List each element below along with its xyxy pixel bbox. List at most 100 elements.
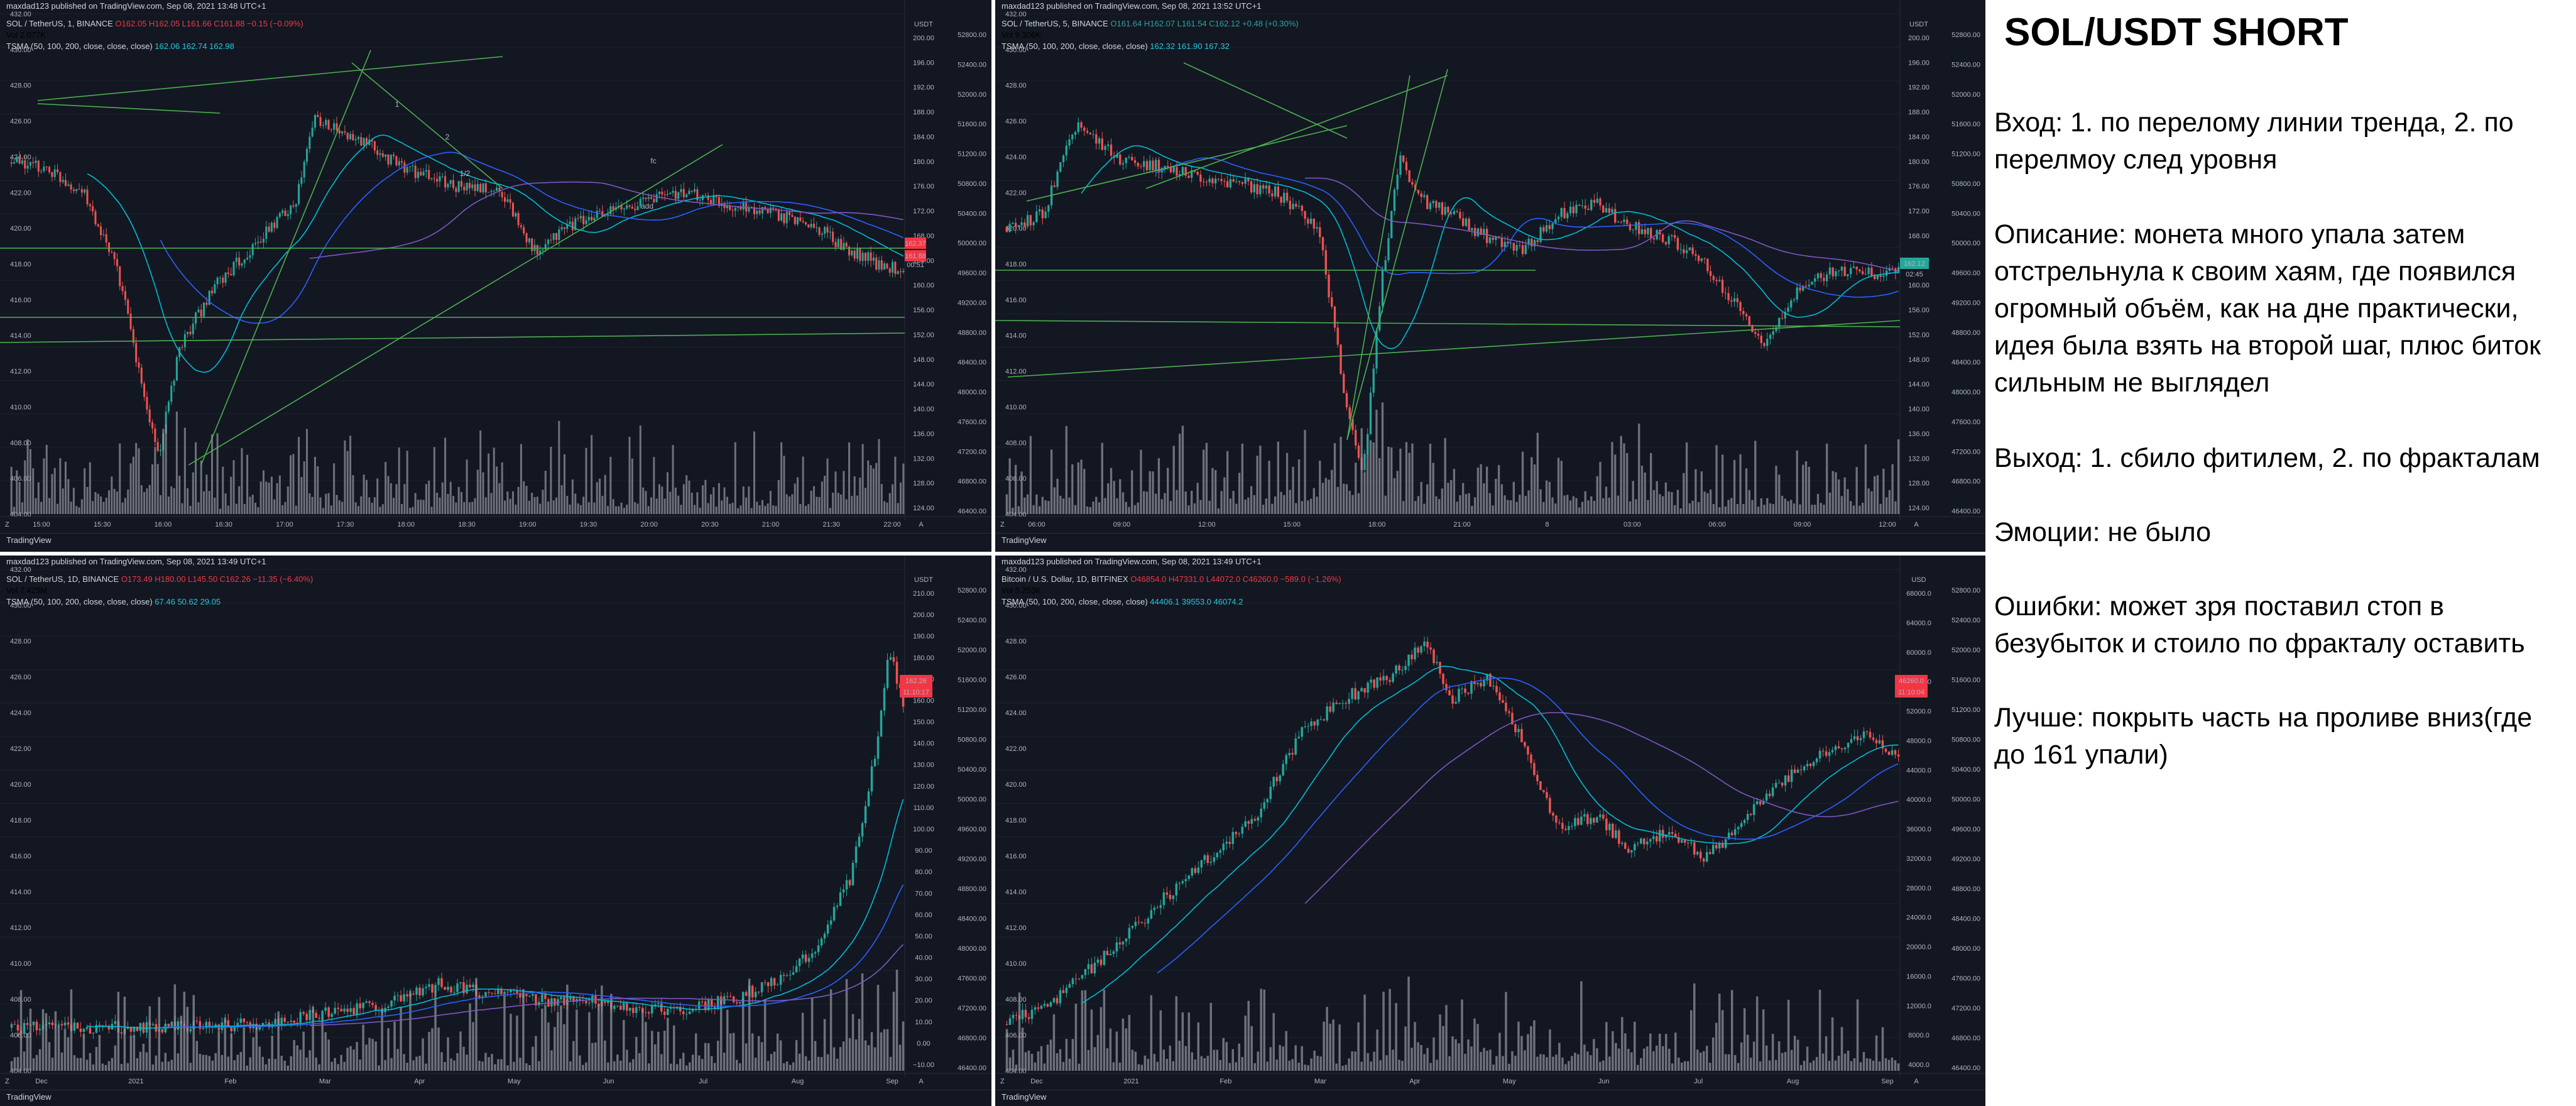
volume-legend[interactable]: Vol 9.306K: [1001, 30, 1041, 40]
volume-bar: [848, 1038, 851, 1071]
chart-canvas[interactable]: 432.00430.00428.00426.00424.00422.00420.…: [0, 0, 991, 552]
candle-body: [1599, 814, 1602, 818]
candle-body: [1519, 245, 1521, 246]
tradingview-logo[interactable]: TradingView: [1001, 535, 1047, 545]
volume-bar: [236, 1054, 239, 1071]
candle-body: [303, 162, 305, 178]
volume-bar: [842, 1041, 845, 1071]
chart-panel-sol-5m[interactable]: 432.00 430.00 428.00 426.00 424.00 422.00 420.…: [995, 0, 1985, 552]
candle-body: [1071, 978, 1074, 985]
candle-body: [1552, 813, 1554, 816]
candle-body: [431, 984, 434, 993]
candle-body: [1626, 219, 1629, 224]
chart-panel-sol-1m[interactable]: 432.00 430.00 428.00 426.00 424.00 422.00 420.…: [0, 0, 991, 552]
candle-body: [1583, 814, 1586, 817]
price-axis-tick: 10.00: [915, 1019, 932, 1026]
candle-body: [560, 997, 562, 999]
candle-body: [371, 140, 373, 141]
candle-body: [1222, 843, 1225, 851]
volume-bar: [1119, 479, 1122, 514]
candle-body: [346, 133, 349, 140]
candle-body: [276, 217, 278, 228]
candle-body: [504, 197, 506, 202]
volume-bar: [898, 1044, 902, 1071]
tradingview-logo[interactable]: TradingView: [1001, 1092, 1047, 1102]
volume-bar: [452, 496, 455, 514]
candle-body: [1771, 787, 1774, 796]
tsma-legend[interactable]: TSMA (50, 100, 200, close, close, close)…: [1001, 41, 1230, 51]
tradingview-logo[interactable]: TradingView: [6, 1092, 52, 1102]
volume-bar: [315, 1057, 317, 1071]
candle-body: [133, 1027, 136, 1032]
volume-bar: [653, 457, 655, 514]
candle-body: [628, 205, 631, 207]
candle-body: [674, 190, 677, 199]
volume-bar: [349, 435, 352, 514]
symbol-name[interactable]: SOL / TetherUS, 5, BINANCE: [1001, 19, 1108, 28]
left-axis-tick: 426.00: [1005, 674, 1027, 681]
chart-canvas[interactable]: 432.00430.00428.00426.00424.00422.00420.…: [995, 0, 1985, 552]
candle-body: [767, 209, 769, 213]
volume-bar: [406, 451, 408, 514]
candle-body: [1448, 690, 1451, 696]
tsma-legend[interactable]: TSMA (50, 100, 200, close, close, close)…: [1001, 597, 1243, 606]
volume-bar: [1718, 994, 1721, 1071]
candle-body: [1083, 128, 1086, 131]
candle-body: [1367, 682, 1369, 693]
candle-body: [612, 206, 614, 210]
volume-bar: [1034, 1062, 1037, 1071]
volume-legend[interactable]: Vol 7.429M: [6, 586, 48, 595]
candle-body: [1451, 695, 1454, 704]
tsma-legend[interactable]: TSMA (50, 100, 200, close, close, close)…: [6, 597, 221, 606]
volume-bar: [801, 1012, 804, 1071]
volume-bar: [731, 503, 734, 514]
tradingview-logo[interactable]: TradingView: [6, 535, 52, 545]
symbol-name[interactable]: SOL / TetherUS, 1D, BINANCE: [6, 574, 119, 584]
tsma-legend[interactable]: TSMA (50, 100, 200, close, close, close)…: [6, 41, 234, 51]
volume-bar: [552, 500, 555, 514]
candle-body: [532, 994, 534, 996]
volume-bar: [1041, 496, 1044, 514]
candle-body: [1253, 819, 1256, 821]
secondary-axis-tick: 49200.00: [958, 299, 986, 307]
candle-body: [1804, 286, 1808, 287]
volume-bar: [620, 502, 623, 514]
chart-canvas[interactable]: 432.00430.00428.00426.00424.00422.00420.…: [995, 556, 1985, 1106]
candle-body: [1495, 686, 1498, 693]
candle-body: [208, 1022, 211, 1028]
secondary-axis-tick: 47200.00: [958, 448, 986, 456]
volume-bar: [764, 506, 767, 514]
volume-bar: [493, 447, 495, 514]
volume-bar: [140, 485, 143, 514]
candle-body: [851, 250, 853, 256]
candle-body: [408, 166, 411, 167]
candle-body: [1787, 307, 1789, 312]
volume-legend[interactable]: Vol 2.077K: [6, 30, 46, 40]
volume-bar: [522, 988, 525, 1071]
candle-body: [1569, 206, 1572, 214]
candle-body: [1304, 726, 1306, 728]
candle-body: [16, 156, 18, 163]
candle-body: [1074, 132, 1077, 135]
chart-panel-btc-1d[interactable]: 432.00 430.00 428.00 426.00 424.00 422.00 420.…: [995, 556, 1985, 1106]
chart-canvas[interactable]: 432.00430.00428.00426.00424.00422.00420.…: [0, 556, 991, 1106]
volume-bar: [1489, 1049, 1492, 1071]
volume-bar: [412, 506, 414, 514]
candle-body: [1514, 724, 1517, 733]
volume-bar: [1316, 496, 1318, 514]
volume-bar: [511, 491, 514, 514]
volume-bar: [1211, 468, 1214, 514]
volume-bar: [490, 493, 493, 514]
volume-bar: [1181, 425, 1184, 514]
volume-bar: [1435, 496, 1438, 514]
volume-bar: [1803, 1061, 1806, 1071]
chart-panel-sol-1d[interactable]: 432.00 430.00 428.00 426.00 424.00 422.00 420.…: [0, 556, 991, 1106]
volume-legend[interactable]: Vol 5.253K: [1001, 586, 1041, 595]
candle-body: [490, 190, 493, 192]
symbol-name[interactable]: SOL / TetherUS, 1, BINANCE: [6, 19, 113, 28]
candle-body: [1840, 748, 1843, 750]
volume-bar: [1250, 486, 1253, 514]
time-axis-tick: 06:00: [1028, 521, 1045, 528]
secondary-axis-tick: 48400.00: [1951, 916, 1980, 923]
symbol-name[interactable]: Bitcoin / U.S. Dollar, 1D, BITFINEX: [1001, 574, 1128, 584]
